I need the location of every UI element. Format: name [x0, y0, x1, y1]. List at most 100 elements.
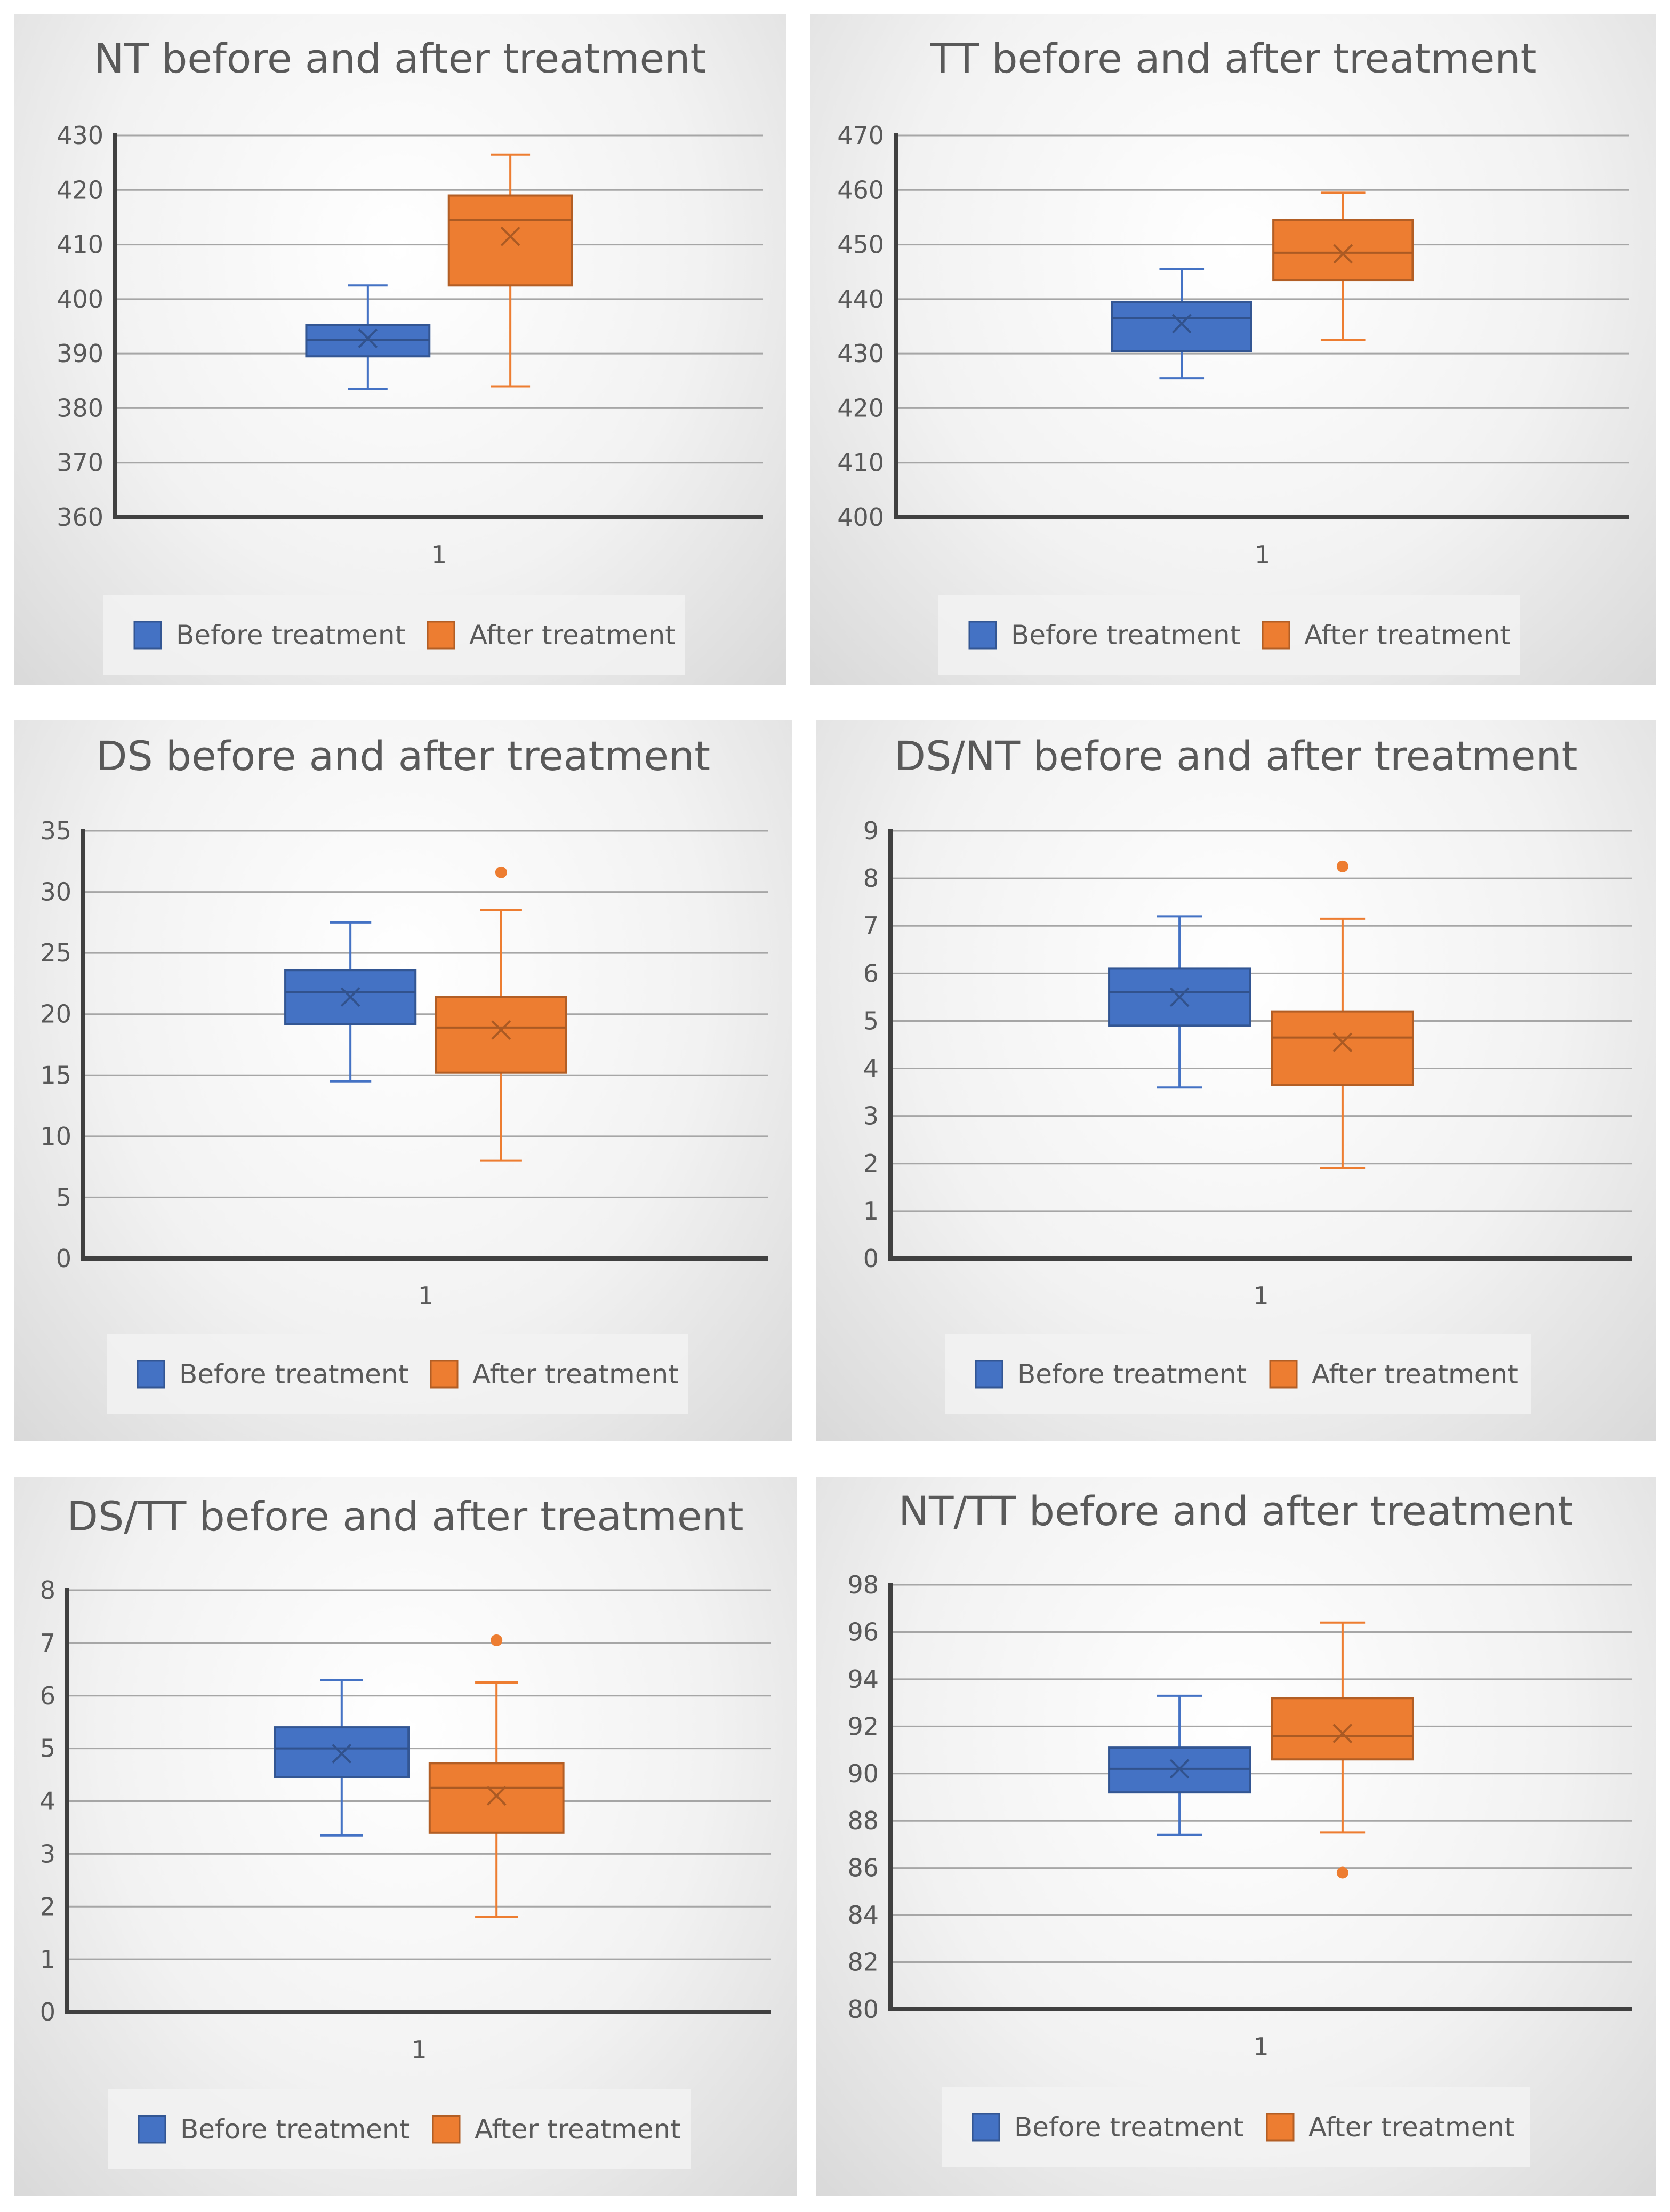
legend-label: After treatment [469, 620, 676, 651]
legend [938, 595, 1520, 675]
chart-title: TT before and after treatment [930, 35, 1537, 82]
legend-swatch [975, 1360, 1003, 1389]
legend-label: Before treatment [176, 620, 405, 651]
y-tick-label: 5 [863, 1006, 879, 1035]
y-tick-label: 98 [847, 1570, 879, 1599]
y-tick-label: 82 [847, 1948, 879, 1977]
legend-label: Before treatment [1014, 2112, 1243, 2143]
y-tick-label: 80 [847, 1995, 879, 2024]
iqr-box [1271, 1010, 1414, 1086]
y-tick-label: 90 [847, 1759, 879, 1788]
legend-swatch [137, 1360, 165, 1389]
y-tick-label: 420 [837, 394, 884, 422]
y-tick-label: 390 [57, 339, 103, 368]
chart-svg: NT before and after treatment 360 370 380 39… [57, 35, 763, 675]
y-tick-label: 88 [847, 1806, 879, 1835]
y-tick-label: 8 [40, 1576, 55, 1605]
y-tick-label: 1 [863, 1197, 879, 1225]
legend-label: Before treatment [1017, 1359, 1247, 1390]
box-before-treatment [1111, 268, 1252, 380]
legend-label: After treatment [475, 2114, 681, 2145]
nt-chart-panel: NT before and after treatment 360 370 380 39… [14, 14, 786, 685]
y-tick-label: 440 [837, 285, 884, 314]
legend [108, 2089, 691, 2169]
y-tick-label: 450 [837, 230, 884, 259]
iqr-box [447, 194, 573, 287]
box-after-treatment [447, 153, 573, 388]
x-tick-label: 1 [1253, 1281, 1268, 1310]
legend-label: After treatment [472, 1359, 679, 1390]
chart-title: DS before and after treatment [96, 732, 710, 780]
legend-label: Before treatment [1011, 620, 1240, 651]
nt-tt-chart-panel: NT/TT before and after treatment 80 82 84 86… [816, 1477, 1656, 2196]
legend-label: After treatment [1304, 620, 1511, 651]
y-tick-label: 3 [40, 1839, 55, 1868]
y-tick-label: 5 [56, 1183, 71, 1212]
ds-chart-panel: DS before and after treatment 0 5 10 15 20 25 3… [14, 720, 792, 1441]
y-tick-label: 4 [863, 1054, 879, 1083]
box-after-treatment [1272, 191, 1414, 341]
box-after-treatment [1271, 860, 1414, 1169]
y-tick-label: 460 [837, 175, 884, 204]
x-tick-label: 1 [418, 1281, 433, 1310]
y-tick-label: 86 [847, 1854, 879, 1882]
y-tick-label: 7 [863, 911, 879, 940]
y-tick-label: 470 [837, 121, 884, 150]
y-tick-label: 2 [40, 1892, 55, 1921]
legend [103, 595, 685, 675]
y-tick-label: 20 [40, 1000, 71, 1029]
chart-svg: DS/TT before and after treatment 0 1 2 3 4 5 6 7… [40, 1493, 771, 2169]
legend-swatch [432, 2115, 461, 2144]
chart-title: NT before and after treatment [94, 35, 706, 82]
y-tick-label: 96 [847, 1617, 879, 1646]
ds-nt-chart-panel: DS/NT before and after treatment 0 1 2 3 4 5 6 7… [816, 720, 1656, 1441]
legend-label: After treatment [1308, 2112, 1515, 2143]
chart-svg: NT/TT before and after treatment 80 82 84 86… [847, 1487, 1632, 2167]
y-tick-label: 400 [57, 285, 103, 314]
box-before-treatment [1108, 915, 1251, 1089]
outlier-point [495, 866, 507, 878]
y-tick-label: 35 [40, 816, 71, 845]
mean-marker [500, 226, 520, 246]
iqr-box [435, 996, 567, 1074]
y-tick-label: 9 [863, 816, 879, 845]
y-tick-label: 380 [57, 394, 103, 422]
y-tick-label: 0 [863, 1244, 879, 1273]
y-tick-label: 5 [40, 1734, 55, 1763]
x-tick-label: 1 [411, 2035, 427, 2064]
y-tick-label: 84 [847, 1901, 879, 1929]
legend-label: Before treatment [179, 1359, 408, 1390]
iqr-box [428, 1762, 565, 1834]
y-tick-label: 370 [57, 448, 103, 477]
x-tick-label: 1 [1255, 540, 1270, 569]
mean-marker [1169, 987, 1190, 1007]
y-tick-label: 30 [40, 878, 71, 907]
chart-svg: DS/NT before and after treatment 0 1 2 3 4 5 6 7… [863, 732, 1632, 1414]
y-tick-label: 6 [40, 1681, 55, 1710]
legend-swatch [1262, 621, 1290, 650]
box-after-treatment [435, 866, 567, 1162]
box-before-treatment [1108, 1694, 1251, 1836]
outlier-point [1336, 860, 1348, 872]
ds-tt-chart-panel: DS/TT before and after treatment 0 1 2 3 4 5 6 7… [14, 1477, 797, 2196]
chart-title: DS/TT before and after treatment [67, 1493, 743, 1540]
mean-marker [332, 1744, 352, 1764]
mean-marker [1332, 1724, 1353, 1744]
y-tick-label: 1 [40, 1945, 55, 1974]
y-tick-label: 10 [40, 1122, 71, 1151]
box-after-treatment [428, 1634, 565, 1919]
y-tick-label: 25 [40, 939, 71, 967]
y-tick-label: 8 [863, 864, 879, 893]
legend-label: After treatment [1312, 1359, 1518, 1390]
mean-marker [1333, 244, 1353, 264]
mean-marker [1332, 1032, 1353, 1052]
iqr-box [274, 1726, 410, 1779]
chart-svg: DS before and after treatment 0 5 10 15 20 25 3… [40, 732, 768, 1414]
y-tick-label: 3 [863, 1102, 879, 1131]
legend-swatch [138, 2115, 166, 2144]
tt-chart-panel: TT before and after treatment 400 410 420 43… [810, 14, 1656, 685]
legend-swatch [972, 2113, 1000, 2142]
mean-marker [491, 1020, 511, 1040]
legend-swatch [1266, 2113, 1295, 2142]
y-tick-label: 430 [837, 339, 884, 368]
